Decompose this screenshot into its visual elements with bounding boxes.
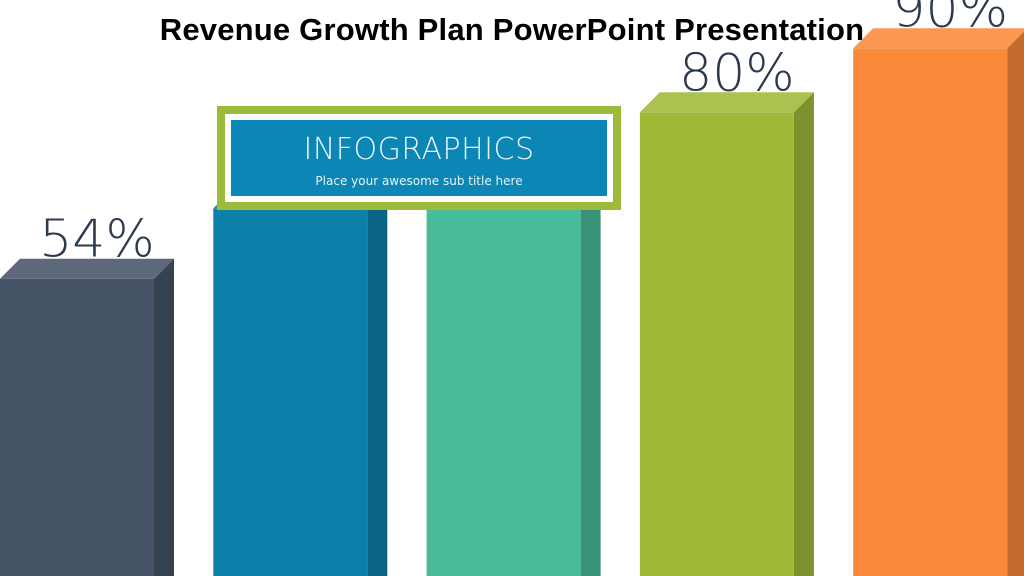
bar-front-face [639, 112, 794, 576]
infographics-banner-fill: INFOGRAPHICS Place your awesome sub titl… [231, 120, 607, 196]
bar-side-face [580, 156, 601, 576]
bar-side-face [154, 258, 174, 576]
bar-5 [853, 28, 1024, 576]
data-label: 54% [39, 210, 155, 270]
bar-top-face [639, 92, 814, 113]
bar-2 [213, 188, 388, 576]
bar-side-face [793, 92, 814, 576]
bar-side-face [367, 188, 388, 576]
bar-3 [426, 156, 601, 576]
bar-front-face [853, 48, 1008, 576]
bar-top-face [0, 258, 174, 279]
bar-front-face [426, 176, 581, 576]
infographics-subtitle: Place your awesome sub title here [315, 174, 523, 188]
bar-side-face [1007, 31, 1024, 576]
infographics-heading: INFOGRAPHICS [303, 132, 535, 167]
infographics-banner: INFOGRAPHICS Place your awesome sub titl… [217, 106, 621, 210]
slide-title: Revenue Growth Plan PowerPoint Presentat… [159, 12, 865, 47]
bar-1 [0, 258, 174, 576]
bar-front-face [0, 278, 154, 576]
bar-front-face [213, 208, 368, 576]
data-label: 80% [679, 43, 795, 103]
data-label: 90% [892, 0, 1008, 39]
bar-4 [639, 92, 814, 576]
bar-top-face [853, 28, 1024, 49]
